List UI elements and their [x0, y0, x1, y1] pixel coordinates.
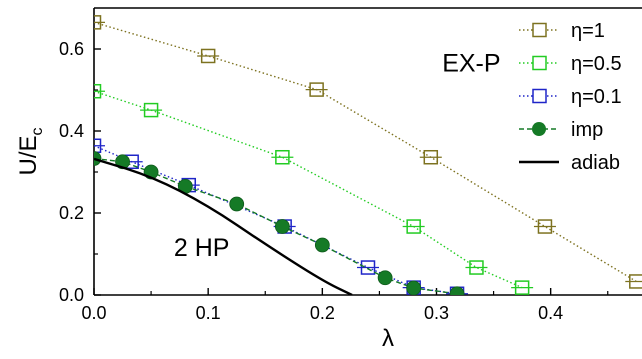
- y-tick-label: 0.0: [59, 285, 84, 305]
- data-point: [143, 102, 159, 118]
- data-point: [94, 151, 102, 166]
- x-tick-label: 0.2: [310, 303, 335, 323]
- data-point: [406, 219, 421, 234]
- legend-swatch-marker: [532, 88, 547, 104]
- legend-swatch-marker: [532, 55, 547, 71]
- y-tick-label: 0.4: [59, 121, 84, 141]
- data-point: [449, 286, 465, 295]
- x-tick-label: 0.3: [424, 303, 449, 323]
- data-point: [94, 138, 102, 154]
- legend-label: adiab: [571, 152, 620, 174]
- data-point: [274, 219, 290, 234]
- data-point: [377, 270, 393, 286]
- x-tick-label: 0.0: [81, 303, 106, 323]
- series-line-3: [94, 157, 458, 295]
- series-line-0: [94, 21, 637, 283]
- annotation-label: 2 HP: [174, 234, 230, 262]
- data-point: [514, 280, 530, 295]
- legend-label: η=0.5: [571, 53, 622, 75]
- data-point: [275, 149, 290, 165]
- data-point: [469, 260, 484, 275]
- series-line-1: [94, 90, 523, 289]
- data-point: [537, 219, 553, 234]
- legend-label: imp: [571, 119, 603, 141]
- y-axis-label: U/Ec: [15, 127, 46, 175]
- data-point: [314, 237, 330, 253]
- y-axis-label-main: U/E: [15, 135, 42, 175]
- x-tick-label: 0.4: [538, 303, 563, 323]
- data-point: [309, 82, 324, 97]
- data-point: [94, 15, 102, 30]
- legend-label: η=1: [571, 20, 605, 42]
- legend-swatch-marker: [532, 122, 546, 136]
- data-point: [200, 48, 216, 64]
- y-tick-label: 0.2: [59, 203, 84, 223]
- series-layer: [94, 15, 642, 295]
- data-point: [94, 83, 102, 99]
- annotation-label: EX-P: [442, 50, 500, 78]
- data-point: [406, 280, 422, 295]
- data-point: [229, 196, 245, 212]
- x-axis-label: λ: [382, 325, 394, 352]
- legend-label: η=0.1: [571, 86, 622, 108]
- data-point: [629, 274, 642, 289]
- data-point: [360, 260, 376, 275]
- series-line-4: [94, 157, 353, 295]
- y-tick-label: 0.6: [59, 39, 84, 59]
- y-axis-label-subscript: c: [29, 127, 46, 135]
- x-tick-label: 0.1: [196, 303, 221, 323]
- data-point: [423, 149, 439, 165]
- legend-swatch-marker: [532, 22, 547, 38]
